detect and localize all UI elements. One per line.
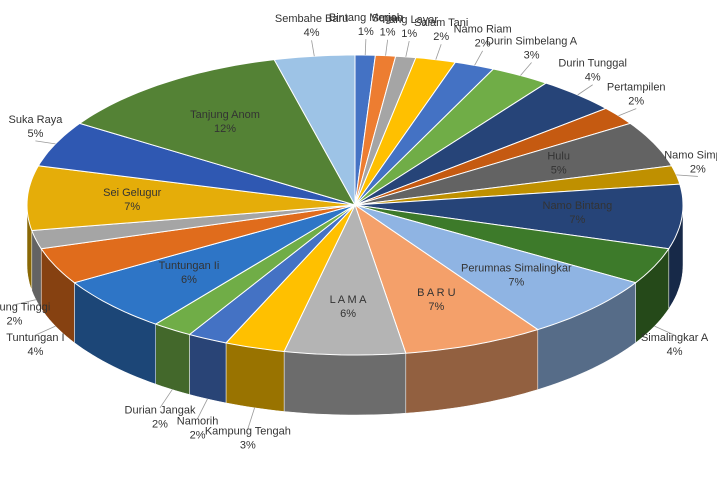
data-label-value: 7% bbox=[428, 301, 444, 313]
slice bbox=[283, 203, 407, 356]
data-label-value: 2% bbox=[690, 163, 706, 175]
data-label: Namo Bintang bbox=[543, 200, 613, 212]
slice bbox=[354, 57, 457, 206]
leader-line bbox=[577, 84, 593, 96]
data-label: Perumnas Simalingkar bbox=[461, 262, 572, 274]
data-label-value: 6% bbox=[181, 274, 197, 286]
data-label-value: 1% bbox=[380, 27, 396, 39]
data-label-value: 2% bbox=[433, 31, 449, 43]
data-label: Suka Raya bbox=[9, 114, 64, 126]
data-label-value: 3% bbox=[240, 440, 256, 452]
leader-line bbox=[247, 407, 255, 429]
leader-line bbox=[435, 44, 442, 60]
leader-line bbox=[474, 50, 483, 66]
leader-line bbox=[364, 39, 367, 56]
data-label: Kampung Tengah bbox=[205, 426, 291, 438]
slice bbox=[26, 165, 356, 232]
data-label: Sugau bbox=[372, 13, 404, 25]
slice-side bbox=[283, 351, 407, 416]
slice bbox=[354, 204, 670, 284]
data-label: Durian Jangak bbox=[125, 405, 196, 417]
data-label-value: 4% bbox=[667, 346, 683, 358]
slice bbox=[40, 204, 356, 284]
leader-line bbox=[676, 174, 698, 177]
leader-line bbox=[14, 299, 36, 306]
data-label-value: 7% bbox=[508, 276, 524, 288]
data-label: B A R U bbox=[417, 287, 456, 299]
data-label: Simalingkar A bbox=[641, 332, 709, 344]
slice bbox=[354, 203, 539, 354]
data-label-value: 2% bbox=[152, 419, 168, 431]
leader-line bbox=[520, 62, 532, 76]
data-label: Durin Simbelang A bbox=[486, 35, 578, 47]
data-label-value: 2% bbox=[190, 430, 206, 442]
data-label: Pertampilen bbox=[607, 82, 666, 94]
slice-side bbox=[225, 342, 285, 412]
data-label: Namo Riam bbox=[454, 24, 512, 36]
data-label: Tuntungan I bbox=[6, 332, 64, 344]
slice bbox=[354, 204, 637, 331]
leader-line bbox=[385, 39, 389, 56]
data-label: Gunung Tinggi bbox=[0, 302, 50, 314]
data-label: Sembahe Baru bbox=[275, 13, 348, 25]
leader-line bbox=[159, 389, 173, 409]
data-label-value: 4% bbox=[585, 72, 601, 84]
data-label: Bintang Meriah bbox=[329, 12, 403, 24]
slice bbox=[188, 204, 356, 344]
slice bbox=[354, 82, 608, 206]
slice-side bbox=[189, 334, 227, 404]
slice bbox=[354, 122, 673, 206]
data-label: Salam Tani bbox=[414, 17, 468, 29]
slice bbox=[354, 165, 681, 206]
data-label-value: 1% bbox=[401, 28, 417, 40]
leader-line bbox=[197, 398, 208, 419]
data-label-value: 12% bbox=[214, 123, 236, 135]
slice bbox=[154, 204, 356, 336]
leader-line bbox=[618, 108, 637, 117]
data-label-value: 2% bbox=[628, 96, 644, 108]
data-label-value: 3% bbox=[524, 49, 540, 61]
data-label: Tanjung Anom bbox=[190, 109, 260, 121]
data-label-value: 4% bbox=[27, 346, 43, 358]
leader-line bbox=[654, 325, 675, 336]
data-label: Sei Gelugur bbox=[103, 187, 161, 199]
leader-line bbox=[311, 40, 315, 57]
data-label: Tiang Layar bbox=[380, 14, 438, 26]
leader-line bbox=[35, 325, 56, 336]
slice-side bbox=[155, 323, 190, 395]
data-label: L A M A bbox=[330, 294, 368, 306]
data-label-value: 5% bbox=[27, 128, 43, 140]
leader-line bbox=[35, 140, 56, 145]
data-label: Hulu bbox=[547, 150, 570, 162]
slice bbox=[31, 204, 356, 250]
data-label: Namo Simpur bbox=[664, 149, 717, 161]
data-label-value: 1% bbox=[358, 26, 374, 38]
slice bbox=[354, 183, 684, 250]
data-label-value: 2% bbox=[7, 316, 23, 328]
data-label-value: 2% bbox=[475, 38, 491, 50]
data-label: Tuntungan Ii bbox=[159, 260, 220, 272]
data-label: Namorih bbox=[177, 416, 219, 428]
slice bbox=[37, 122, 356, 206]
slice bbox=[225, 204, 356, 353]
slice bbox=[273, 54, 356, 207]
data-label-value: 5% bbox=[551, 164, 567, 176]
data-label-value: 6% bbox=[340, 308, 356, 320]
data-label: Durin Tunggal bbox=[558, 58, 627, 70]
slice bbox=[354, 61, 495, 206]
slice bbox=[78, 59, 357, 206]
data-label-value: 7% bbox=[124, 201, 140, 213]
data-label-value: 4% bbox=[304, 27, 320, 39]
data-label-value: 7% bbox=[569, 214, 585, 226]
slice bbox=[73, 204, 356, 325]
leader-line bbox=[405, 40, 410, 57]
